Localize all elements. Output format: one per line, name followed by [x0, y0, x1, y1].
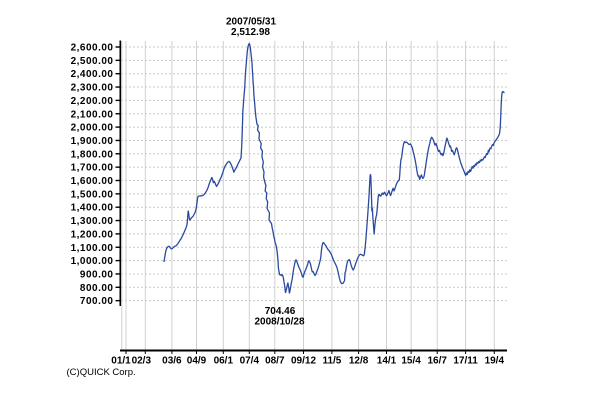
svg-text:2,100.00: 2,100.00 — [71, 109, 114, 120]
svg-text:1,100.00: 1,100.00 — [71, 243, 114, 254]
svg-text:700.00: 700.00 — [80, 296, 114, 307]
svg-text:1,200.00: 1,200.00 — [71, 229, 114, 240]
svg-text:2,000.00: 2,000.00 — [71, 123, 114, 134]
svg-text:14/1: 14/1 — [377, 355, 397, 366]
svg-text:04/9: 04/9 — [187, 355, 207, 366]
svg-text:2,600.00: 2,600.00 — [71, 43, 114, 54]
svg-text:03/6: 03/6 — [162, 355, 182, 366]
svg-text:2008/10/28: 2008/10/28 — [254, 317, 304, 328]
svg-text:1,400.00: 1,400.00 — [71, 203, 114, 214]
svg-text:06/1: 06/1 — [214, 355, 234, 366]
svg-text:1,700.00: 1,700.00 — [71, 163, 114, 174]
svg-text:15/4: 15/4 — [401, 355, 421, 366]
svg-text:900.00: 900.00 — [80, 269, 114, 280]
svg-text:2,512.98: 2,512.98 — [231, 27, 270, 38]
svg-text:07/4: 07/4 — [240, 355, 260, 366]
svg-text:1,300.00: 1,300.00 — [71, 216, 114, 227]
svg-text:1,800.00: 1,800.00 — [71, 149, 114, 160]
svg-text:2,300.00: 2,300.00 — [71, 83, 114, 94]
svg-text:09/12: 09/12 — [291, 355, 316, 366]
svg-text:2,500.00: 2,500.00 — [71, 56, 114, 67]
svg-text:12/8: 12/8 — [349, 355, 369, 366]
svg-text:2,200.00: 2,200.00 — [71, 96, 114, 107]
svg-text:1,000.00: 1,000.00 — [71, 256, 114, 267]
svg-text:1,900.00: 1,900.00 — [71, 136, 114, 147]
svg-text:704.46: 704.46 — [265, 306, 296, 317]
svg-text:02/3: 02/3 — [132, 355, 152, 366]
svg-text:(C)QUICK Corp.: (C)QUICK Corp. — [67, 367, 136, 378]
svg-text:800.00: 800.00 — [80, 283, 114, 294]
svg-text:19/4: 19/4 — [485, 355, 505, 366]
svg-text:11/5: 11/5 — [322, 355, 341, 366]
svg-text:2007/05/31: 2007/05/31 — [226, 17, 276, 28]
svg-text:1,600.00: 1,600.00 — [71, 176, 114, 187]
svg-text:16/7: 16/7 — [427, 355, 447, 366]
svg-text:1,500.00: 1,500.00 — [71, 189, 114, 200]
svg-text:01/1: 01/1 — [111, 355, 131, 366]
svg-text:08/7: 08/7 — [265, 355, 285, 366]
svg-text:17/11: 17/11 — [453, 355, 478, 366]
svg-text:2,400.00: 2,400.00 — [71, 69, 114, 80]
